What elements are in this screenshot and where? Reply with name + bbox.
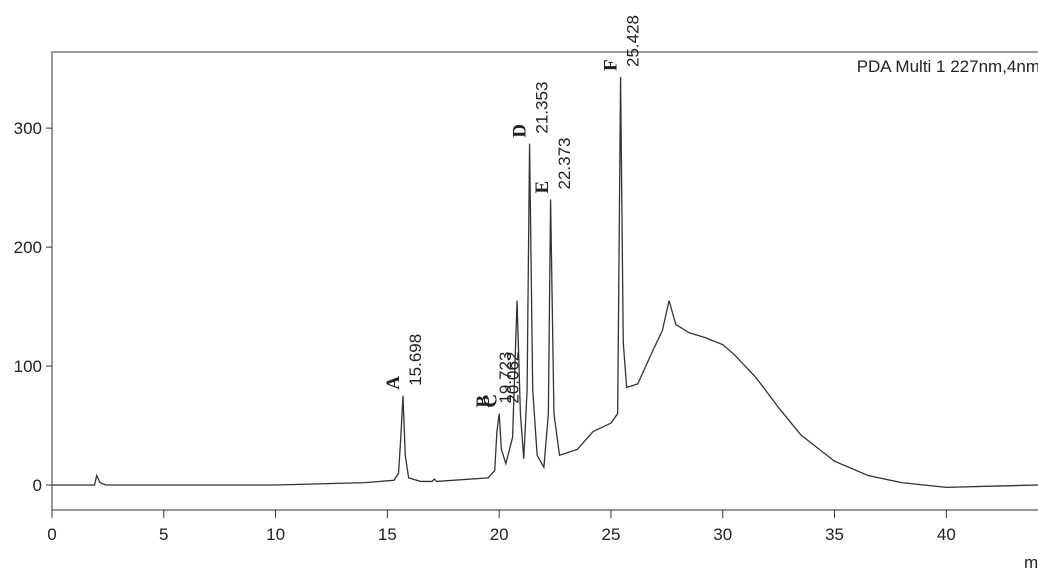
signal-line	[52, 76, 1038, 489]
x-tick-label: 20	[490, 525, 509, 544]
peak-letter: F	[601, 59, 622, 71]
retention-time: 25.428	[624, 15, 643, 67]
peak-letter: C	[481, 394, 502, 408]
y-tick-label: 100	[14, 357, 42, 376]
x-tick-label: 40	[937, 525, 956, 544]
x-tick-label: 5	[159, 525, 168, 544]
retention-time: 15.698	[406, 334, 425, 386]
x-tick-label: 25	[601, 525, 620, 544]
x-tick-label: 15	[378, 525, 397, 544]
y-tick-label: 200	[14, 238, 42, 257]
chart-title: PDA Multi 1 227nm,4nm	[857, 57, 1038, 76]
retention-time: 22.373	[555, 138, 574, 190]
plot-frame	[51, 51, 1038, 511]
peak-letter: D	[509, 124, 530, 138]
x-tick-label: 30	[713, 525, 732, 544]
x-tick-label: 0	[47, 525, 56, 544]
peak-letter: A	[383, 376, 404, 390]
x-tick-label: 10	[266, 525, 285, 544]
peak-letter: B	[473, 395, 494, 408]
x-axis-label: min	[1024, 553, 1038, 572]
retention-time: 20.062	[504, 352, 523, 404]
y-tick-label: 0	[33, 476, 42, 495]
y-tick-label: 300	[14, 119, 42, 138]
peak-letter: E	[532, 181, 553, 194]
x-tick-label: 35	[825, 525, 844, 544]
retention-time: 19.723	[496, 352, 515, 404]
retention-time: 21.353	[532, 82, 551, 134]
